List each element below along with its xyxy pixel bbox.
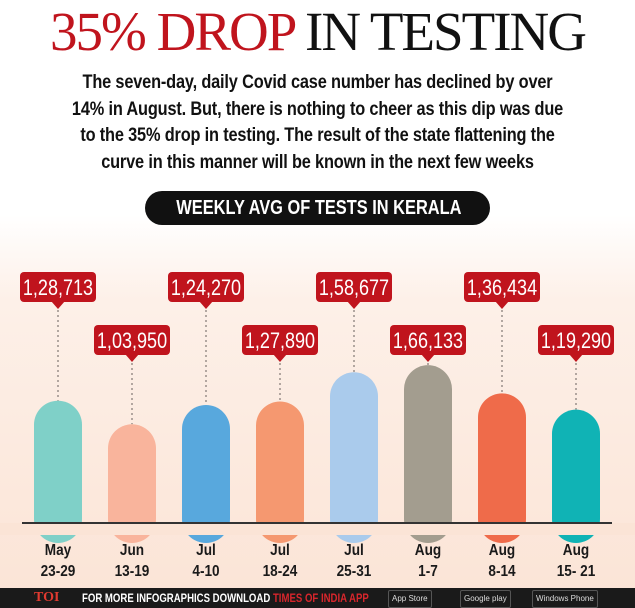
x-tick-label-days: 4-10 xyxy=(192,563,219,580)
headline-red: 35% DROP xyxy=(50,1,295,62)
x-tick-label-days: 25-31 xyxy=(337,563,372,580)
data-label-pointer xyxy=(199,301,213,309)
baseline-mask xyxy=(0,523,635,535)
description-line: The seven-day, daily Covid case number h… xyxy=(82,72,553,93)
footer-message-text: FOR MORE INFOGRAPHICS DOWNLOAD xyxy=(82,591,273,605)
data-label: 1,03,950 xyxy=(97,329,167,353)
data-label-box xyxy=(168,272,244,302)
x-tick-label-days: 13-19 xyxy=(115,563,150,580)
data-label-box xyxy=(94,325,170,355)
bar xyxy=(34,400,82,543)
data-label: 1,28,713 xyxy=(23,276,93,300)
footer-bar: TOI FOR MORE INFOGRAPHICS DOWNLOAD TIMES… xyxy=(0,588,635,608)
data-label: 1,19,290 xyxy=(541,329,611,353)
data-label: 1,58,677 xyxy=(319,276,389,300)
bar xyxy=(404,365,452,543)
x-tick-label-days: 23-29 xyxy=(41,563,76,580)
x-tick-label-month: Jul xyxy=(344,542,364,559)
x-tick-label-month: Jun xyxy=(120,542,144,559)
windows-phone-badge[interactable]: Windows Phone xyxy=(532,590,598,608)
data-label-pointer xyxy=(569,354,583,362)
data-label-box xyxy=(538,325,614,355)
bar xyxy=(478,393,526,543)
app-store-badge[interactable]: App Store xyxy=(388,590,432,608)
bar xyxy=(256,401,304,543)
x-tick-label-month: Jul xyxy=(270,542,290,559)
data-label-pointer xyxy=(495,301,509,309)
data-label: 1,24,270 xyxy=(171,276,241,300)
chart-title: WEEKLY AVG OF TESTS IN KERALA xyxy=(176,197,462,219)
data-label-pointer xyxy=(273,354,287,362)
toi-logo: TOI xyxy=(34,590,60,605)
x-tick-label-month: Aug xyxy=(415,542,441,559)
bar xyxy=(108,424,156,543)
bar xyxy=(552,409,600,543)
x-tick-label-month: Aug xyxy=(563,542,589,559)
data-label: 1,36,434 xyxy=(467,276,537,300)
footer-message: FOR MORE INFOGRAPHICS DOWNLOAD TIMES OF … xyxy=(82,588,369,608)
data-label-pointer xyxy=(347,301,361,309)
data-label-box xyxy=(390,325,466,355)
chart-title-pill: WEEKLY AVG OF TESTS IN KERALA xyxy=(145,191,490,225)
x-tick-label-month: May xyxy=(45,542,72,559)
data-label-pointer xyxy=(421,354,435,362)
description: The seven-day, daily Covid case number h… xyxy=(0,70,635,176)
data-label-box xyxy=(20,272,96,302)
x-tick-label-days: 8-14 xyxy=(488,563,516,580)
headline-black: IN TESTING xyxy=(305,1,587,62)
x-tick-label-days: 1-7 xyxy=(418,563,438,580)
bar xyxy=(330,372,378,543)
x-tick-label-days: 18-24 xyxy=(263,563,298,580)
data-label-box xyxy=(242,325,318,355)
data-label: 1,66,133 xyxy=(393,329,463,353)
bar xyxy=(182,404,230,543)
description-line: 14% in August. But, there is nothing to … xyxy=(71,98,564,120)
data-label-pointer xyxy=(125,354,139,362)
x-tick-label-month: Aug xyxy=(489,542,515,559)
description-line: to the 35% drop in testing. The result o… xyxy=(80,125,555,146)
x-tick-label-month: Jul xyxy=(196,542,216,559)
google-play-badge[interactable]: Google play xyxy=(460,590,511,608)
data-label-box xyxy=(316,272,392,302)
data-label-pointer xyxy=(51,301,65,309)
x-tick-label-days: 15- 21 xyxy=(557,563,596,580)
footer-app-name: TIMES OF INDIA APP xyxy=(272,591,369,605)
headline: 35% DROP IN TESTING xyxy=(0,2,635,62)
data-label-box xyxy=(464,272,540,302)
data-label: 1,27,890 xyxy=(245,329,315,353)
description-line: curve in this manner will be known in th… xyxy=(101,151,534,173)
